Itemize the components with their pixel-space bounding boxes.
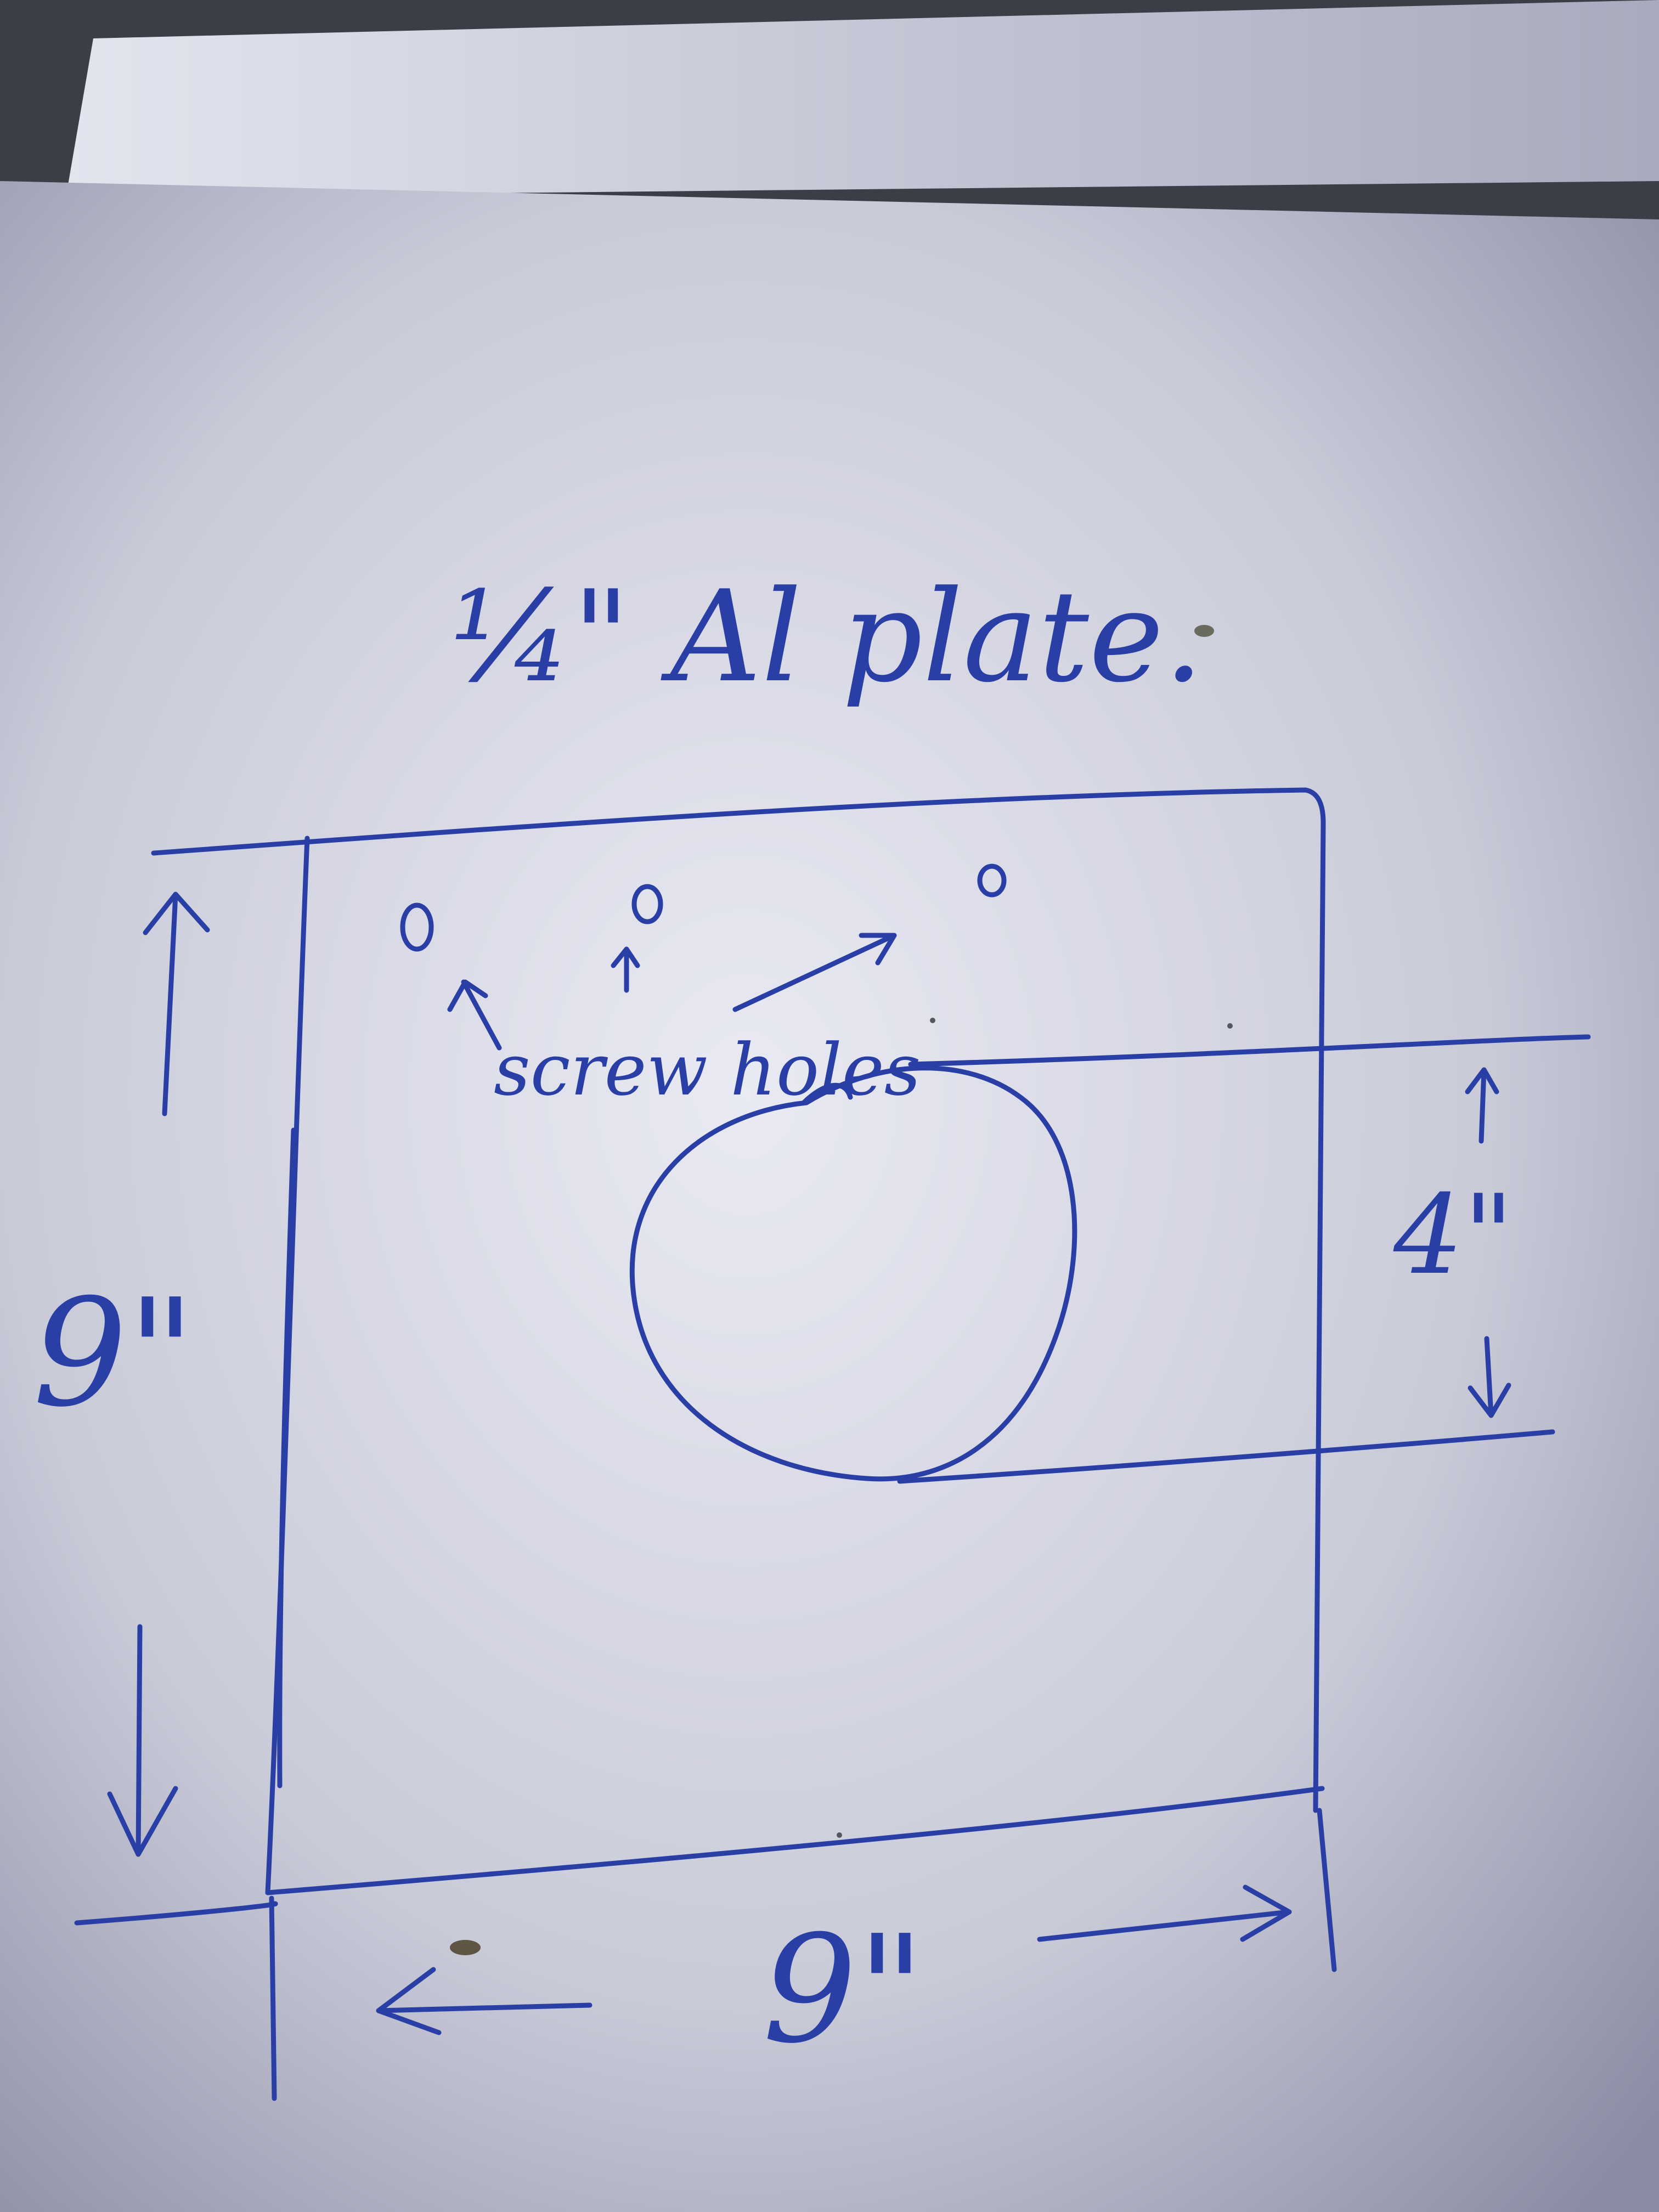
- arrow-to-hole-1: [447, 979, 502, 1051]
- back-paper-sheet: [66, 0, 1659, 198]
- screw-holes-label: screw holes: [494, 1028, 921, 1111]
- height-arrow-up: [143, 891, 210, 1116]
- width-arrow-right: [1037, 1884, 1292, 1942]
- hole-diameter-dimension: 4": [1393, 1067, 1514, 1418]
- dimension-extension-lines: [74, 1034, 1591, 2101]
- screw-hole: [631, 884, 663, 924]
- width-label: 9": [763, 1903, 925, 2076]
- center-hole: [629, 1065, 1077, 1482]
- screw-holes: [400, 864, 1007, 952]
- width-arrow-left: [376, 1967, 592, 2035]
- diameter-arrow-up: [1465, 1067, 1499, 1144]
- screw-hole: [977, 864, 1007, 898]
- paper-sheet: [0, 181, 1659, 2212]
- height-label: 9": [33, 1267, 195, 1440]
- plate-outline: [151, 787, 1326, 1895]
- screw-hole-arrows: [447, 933, 897, 1051]
- width-dimension: 9": [376, 1884, 1292, 2076]
- height-dimension: 9": [33, 891, 210, 1857]
- height-arrow-down: [107, 1624, 178, 1857]
- diameter-arrow-down: [1468, 1336, 1511, 1418]
- arrow-to-hole-3: [732, 933, 897, 1012]
- screw-hole: [400, 902, 434, 952]
- arrow-to-hole-2: [611, 946, 640, 993]
- title-text: ¼" Al plate.: [450, 564, 1204, 710]
- paper-specks: [450, 625, 1233, 1955]
- hole-diameter-label: 4": [1393, 1171, 1514, 1299]
